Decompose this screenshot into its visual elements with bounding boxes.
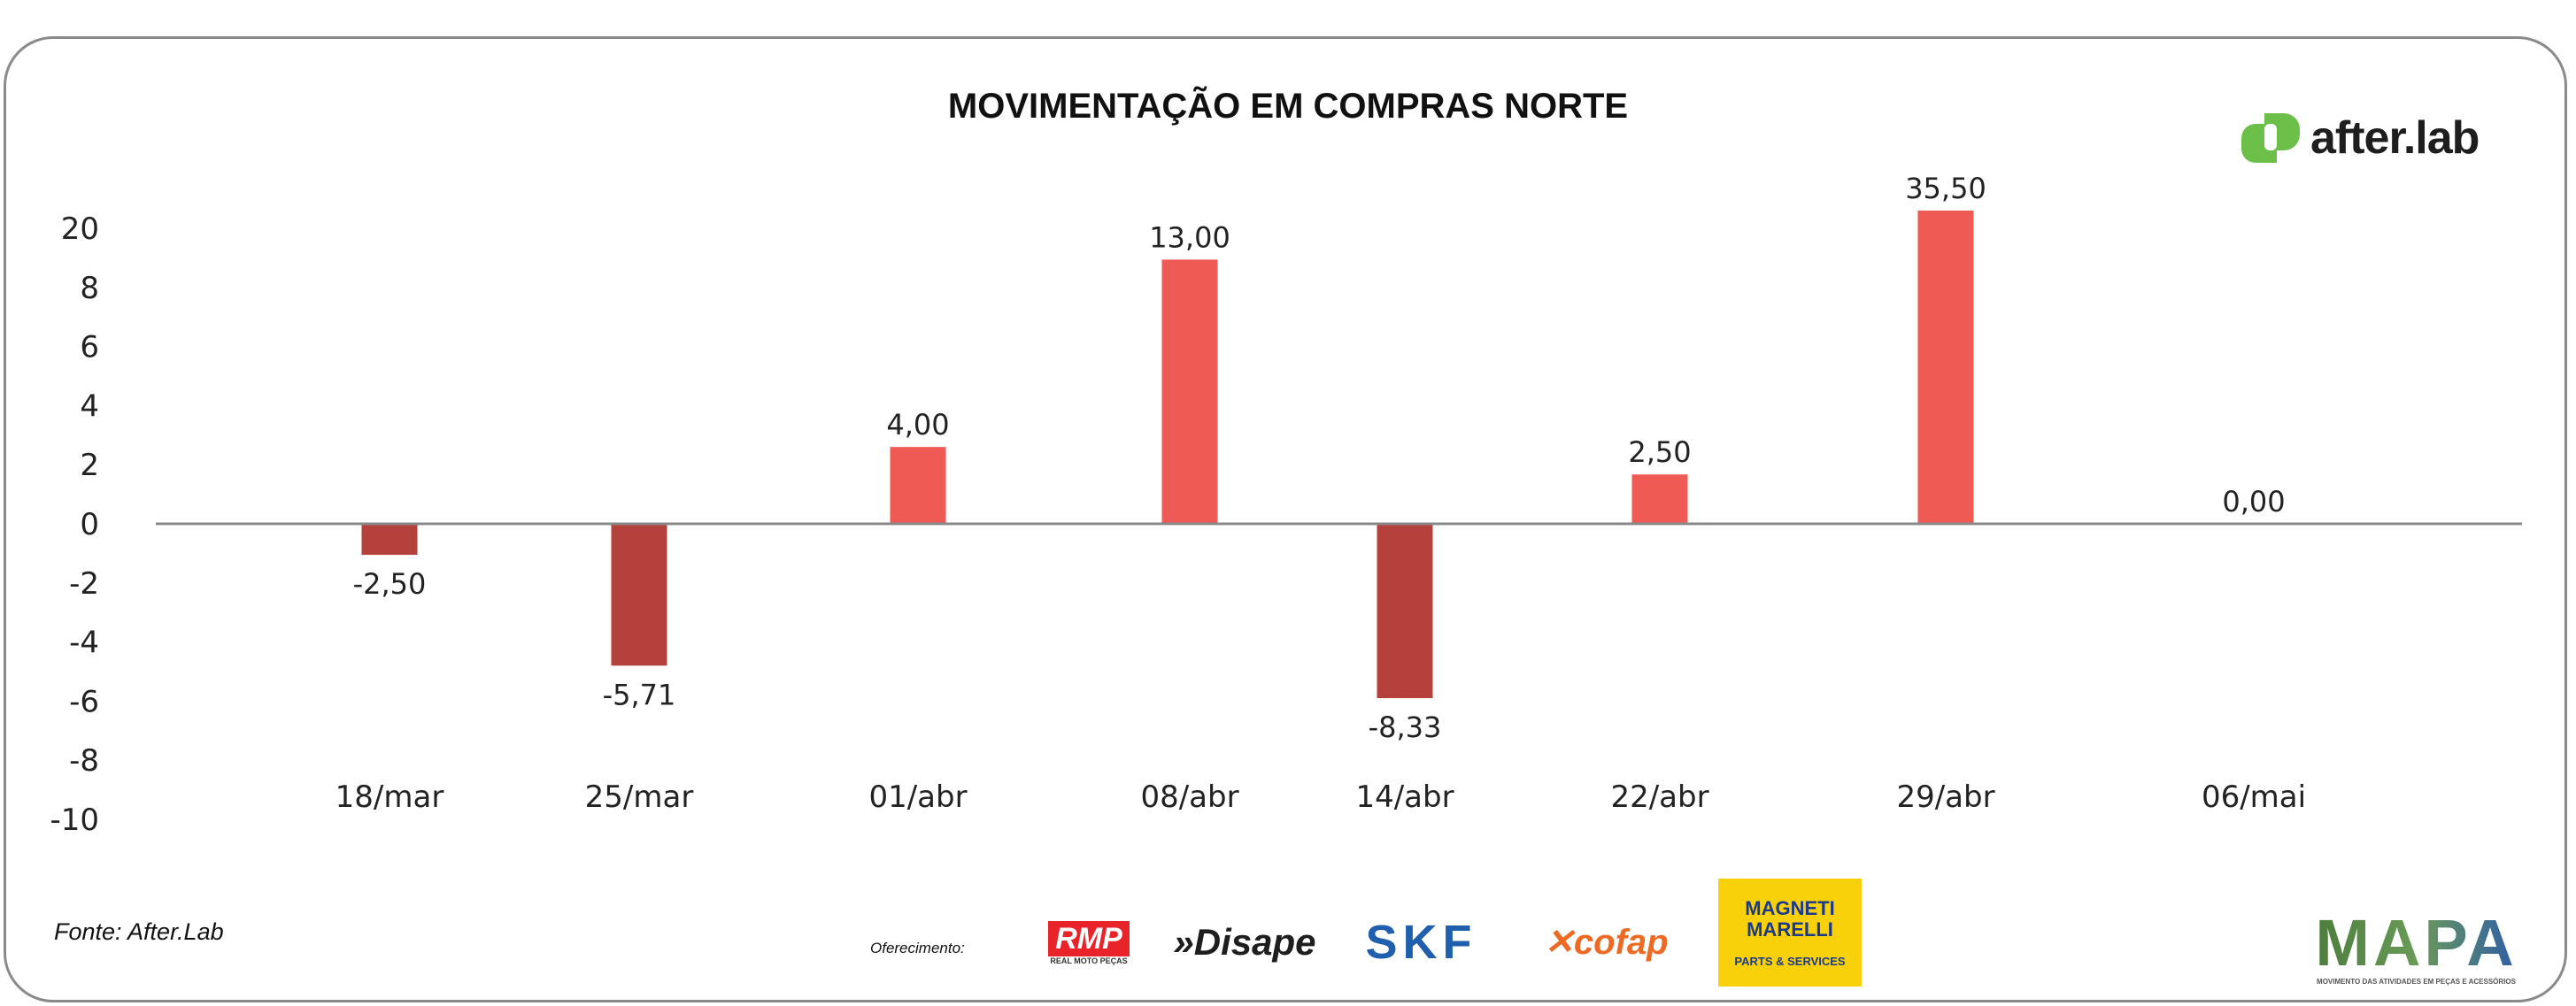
chart-frame [4,36,2567,1002]
value-label: 4,00 [886,408,949,442]
chart-title: MOVIMENTAÇÃO EM COMPRAS NORTE [947,87,1629,126]
y-tick-label: 6 [80,330,99,365]
value-label: 2,50 [1628,435,1691,469]
y-tick-label: 20 [61,211,99,247]
bar-22/abr [1631,474,1688,524]
y-tick-label: 2 [80,448,99,483]
y-tick-label: -4 [69,626,99,661]
x-tick-label: 06/mai [2202,779,2306,815]
value-label: -2,50 [353,567,427,601]
y-tick-label: 8 [80,271,99,306]
magneti-marelli-logo: MAGNETI MARELLI PARTS & SERVICES [1718,879,1862,987]
mapa-logo: MAPA MOVIMENTO DAS ATIVIDADES EM PEÇAS E… [2315,905,2518,986]
x-tick-label: 25/mar [585,779,694,815]
afterlab-logo-text: after.lab [2310,112,2480,164]
mapa-logo-text: MAPA [2315,905,2518,979]
value-label: -8,33 [1369,710,1442,744]
cofap-logo: ✕cofap [1544,923,1669,962]
value-label: 0,00 [2222,485,2285,518]
bar-01/abr [890,447,946,524]
x-tick-label: 14/abr [1355,779,1454,815]
sponsor-label: Oferecimento: [870,940,965,956]
x-tick-label: 22/abr [1610,779,1708,815]
y-tick-label: -8 [69,743,99,779]
afterlab-logo-icon [2241,113,2300,163]
value-label: -5,71 [603,678,676,711]
y-tick-label: -6 [69,684,99,719]
source-note: Fonte: After.Lab [54,918,224,945]
afterlab-logo: after.lab [2240,111,2480,165]
bar-29/abr [1917,210,1974,524]
value-label: 13,00 [1149,220,1230,254]
bar-25/mar [611,524,667,666]
y-tick-label: -10 [50,802,99,838]
y-tick-label: 4 [80,388,99,424]
x-tick-label: 08/abr [1140,779,1238,815]
y-tick-label: -2 [69,566,99,602]
y-tick-label: 0 [80,507,99,542]
rmp-logo: RMP REAL MOTO PEÇAS [1031,916,1146,971]
bar-14/abr [1377,524,1433,699]
x-tick-label: 18/mar [335,779,444,815]
value-label: 35,50 [1905,172,1986,205]
x-tick-label: 29/abr [1896,779,1994,815]
bar-18/mar [361,524,418,556]
x-tick-label: 01/abr [868,779,967,815]
disape-logo: »Disape [1173,921,1316,963]
skf-logo: SKF [1365,916,1477,969]
bar-08/abr [1161,259,1218,524]
